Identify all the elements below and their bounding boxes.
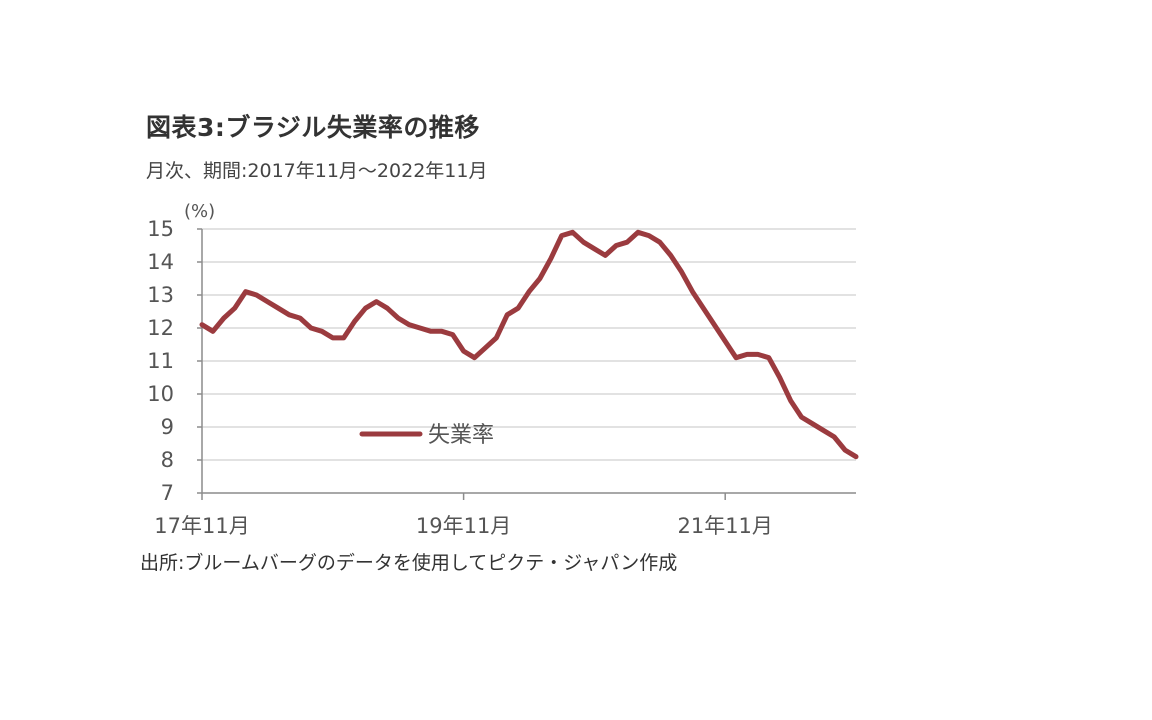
y-tick-label: 7	[161, 481, 174, 505]
y-tick-label: 8	[161, 448, 174, 472]
y-tick-label: 13	[147, 283, 174, 307]
y-tick-label: 9	[161, 415, 174, 439]
legend-label: 失業率	[428, 423, 494, 448]
y-tick-label: 14	[147, 250, 174, 274]
x-tick-label: 19年11月	[416, 514, 511, 538]
y-tick-label: 15	[147, 217, 174, 241]
y-axis-unit: (%)	[184, 201, 215, 222]
y-tick-label: 12	[147, 316, 174, 340]
chart-subtitle: 月次、期間:2017年11月〜2022年11月	[146, 160, 488, 182]
source-note: 出所:ブルームバーグのデータを使用してピクテ・ジャパン作成	[140, 552, 678, 574]
y-tick-label: 10	[147, 382, 174, 406]
y-tick-label: 11	[147, 349, 174, 373]
x-tick-label: 21年11月	[677, 514, 772, 538]
x-tick-label: 17年11月	[154, 514, 249, 538]
series-line-unemployment	[199, 229, 859, 460]
chart-title: 図表3:ブラジル失業率の推移	[146, 113, 480, 142]
